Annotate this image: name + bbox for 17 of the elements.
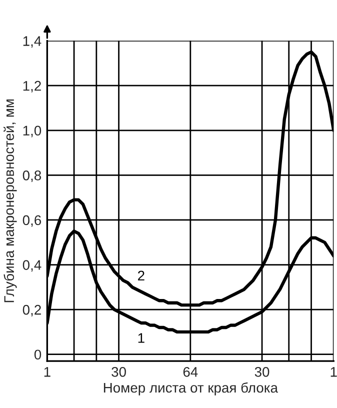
x-tick-label: 1	[44, 367, 50, 377]
x-tick-label: 64	[183, 367, 198, 377]
y-tick-label: 0,8	[22, 170, 42, 182]
series-label: 1	[138, 333, 144, 343]
series-label: 2	[138, 270, 144, 280]
y-tick-label: 0,4	[22, 260, 42, 272]
x-tick-label: 1	[330, 367, 337, 377]
y-tick-label: 1,0	[23, 126, 42, 138]
y-tick-label: 0,2	[22, 304, 41, 316]
x-tick-label: 30	[254, 367, 270, 377]
y-tick-label: 1,4	[23, 36, 42, 48]
x-tick-label: 30	[112, 367, 126, 377]
y-tick-label: 0	[34, 350, 42, 360]
y-axis-title: Глубина макронеровностей, мм	[4, 100, 17, 302]
y-tick-label: 1,2	[23, 80, 41, 92]
y-tick-label: 0,6	[22, 215, 42, 227]
x-axis-title: Номер листа от края блока	[104, 382, 278, 396]
